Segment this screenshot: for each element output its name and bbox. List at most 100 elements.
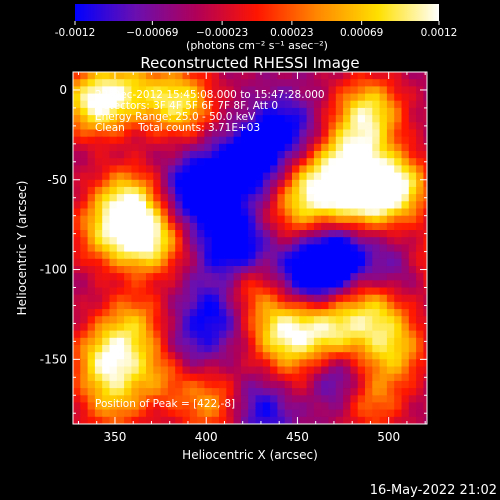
heatmap-cell bbox=[401, 201, 410, 210]
colorbar-ticks: -0.0012 −0.00069 −0.00023 0.00023 0.00069 0.0… bbox=[55, 21, 457, 39]
heatmap-cell bbox=[102, 330, 111, 339]
heatmap-cell bbox=[343, 129, 351, 138]
heatmap-cell bbox=[372, 115, 381, 123]
heatmap-cell bbox=[416, 359, 424, 368]
heatmap-cell bbox=[219, 294, 227, 303]
heatmap-cell bbox=[80, 122, 89, 131]
heatmap-cell bbox=[299, 280, 308, 289]
heatmap-cell bbox=[146, 208, 154, 217]
heatmap-cell bbox=[102, 136, 111, 145]
heatmap-cell bbox=[408, 115, 417, 123]
heatmap-cell bbox=[423, 165, 427, 174]
heatmap-cell bbox=[211, 222, 220, 231]
heatmap-cell bbox=[182, 409, 191, 418]
heatmap-cell bbox=[431, 237, 439, 245]
heatmap-cell bbox=[102, 258, 111, 267]
heatmap-cell bbox=[211, 266, 220, 274]
heatmap-cell bbox=[116, 165, 125, 174]
heatmap-cell bbox=[379, 373, 388, 382]
heatmap-cell bbox=[299, 136, 308, 145]
heatmap-cell bbox=[306, 402, 315, 411]
heatmap-cell bbox=[423, 208, 427, 217]
heatmap-cell bbox=[167, 330, 176, 339]
heatmap-cell bbox=[350, 172, 359, 181]
heatmap-cell bbox=[357, 359, 366, 368]
heatmap-cell bbox=[379, 208, 388, 217]
heatmap-cell bbox=[182, 237, 191, 245]
heatmap-cell bbox=[167, 186, 176, 195]
heatmap-cell bbox=[350, 395, 359, 404]
heatmap-cell bbox=[277, 165, 286, 174]
heatmap-cell bbox=[73, 186, 81, 195]
heatmap-cell bbox=[204, 179, 213, 188]
heatmap-cell bbox=[343, 244, 351, 253]
heatmap-cell bbox=[270, 388, 278, 396]
heatmap-cell bbox=[197, 316, 205, 324]
heatmap-cell bbox=[277, 424, 285, 432]
heatmap-cell bbox=[240, 287, 249, 296]
heatmap-cell bbox=[124, 380, 132, 389]
heatmap-cell bbox=[153, 294, 162, 303]
heatmap-cell bbox=[248, 143, 257, 152]
heatmap-cell bbox=[277, 316, 286, 324]
heatmap-cell bbox=[138, 323, 147, 332]
heatmap-cell bbox=[131, 280, 140, 289]
heatmap-cell bbox=[284, 395, 293, 404]
heatmap-cell bbox=[255, 122, 264, 131]
heatmap-cell bbox=[219, 380, 227, 389]
heatmap-cell bbox=[109, 230, 118, 238]
heatmap-cell bbox=[138, 86, 147, 95]
heatmap-cell bbox=[299, 100, 308, 109]
heatmap-cell bbox=[87, 143, 96, 152]
heatmap-cell bbox=[226, 143, 235, 152]
heatmap-cell bbox=[408, 122, 417, 131]
heatmap-cell bbox=[109, 79, 118, 87]
heatmap-cell bbox=[328, 251, 337, 260]
heatmap-cell bbox=[365, 388, 373, 396]
heatmap-cell bbox=[109, 158, 118, 166]
heatmap-cell bbox=[350, 115, 359, 123]
heatmap-cell bbox=[401, 208, 410, 217]
heatmap-cell bbox=[386, 79, 395, 87]
heatmap-cell bbox=[328, 244, 337, 253]
heatmap-cell bbox=[175, 273, 184, 281]
heatmap-cell bbox=[248, 352, 257, 360]
heatmap-cell bbox=[379, 158, 388, 166]
heatmap-cell bbox=[335, 186, 344, 195]
heatmap-cell bbox=[197, 143, 205, 152]
heatmap-cell bbox=[248, 179, 257, 188]
heatmap-cell bbox=[80, 266, 89, 274]
heatmap-cell bbox=[131, 215, 140, 224]
heatmap-cell bbox=[292, 287, 300, 296]
heatmap-cell bbox=[116, 122, 125, 131]
heatmap-cell bbox=[160, 251, 169, 260]
heatmap-cell bbox=[116, 115, 125, 123]
heatmap-cell bbox=[160, 316, 169, 324]
heatmap-cell bbox=[161, 424, 169, 432]
heatmap-cell bbox=[109, 151, 118, 159]
heatmap-cell bbox=[124, 330, 132, 339]
heatmap-cell bbox=[416, 179, 424, 188]
heatmap-cell bbox=[124, 208, 132, 217]
heatmap-cell bbox=[328, 345, 337, 353]
heatmap-cell bbox=[431, 424, 439, 432]
heatmap-cell bbox=[394, 122, 403, 131]
heatmap-cell bbox=[350, 345, 359, 353]
heatmap-cell bbox=[80, 158, 89, 166]
heatmap-cell bbox=[167, 416, 176, 424]
heatmap-cell bbox=[87, 172, 96, 181]
heatmap-cell bbox=[408, 294, 417, 303]
heatmap-cell bbox=[138, 301, 147, 310]
heatmap-cell bbox=[116, 93, 125, 102]
heatmap-cell bbox=[270, 237, 278, 245]
heatmap-cell bbox=[146, 79, 154, 87]
heatmap-cell bbox=[262, 194, 271, 202]
heatmap-cell bbox=[255, 409, 264, 418]
heatmap-cell bbox=[328, 388, 337, 396]
heatmap-cell bbox=[116, 179, 125, 188]
heatmap-cell bbox=[160, 402, 169, 411]
heatmap-cell bbox=[124, 273, 132, 281]
heatmap-cell bbox=[401, 402, 410, 411]
heatmap-cell bbox=[343, 79, 351, 87]
colorbar-tick-label: 0.00069 bbox=[340, 27, 383, 39]
